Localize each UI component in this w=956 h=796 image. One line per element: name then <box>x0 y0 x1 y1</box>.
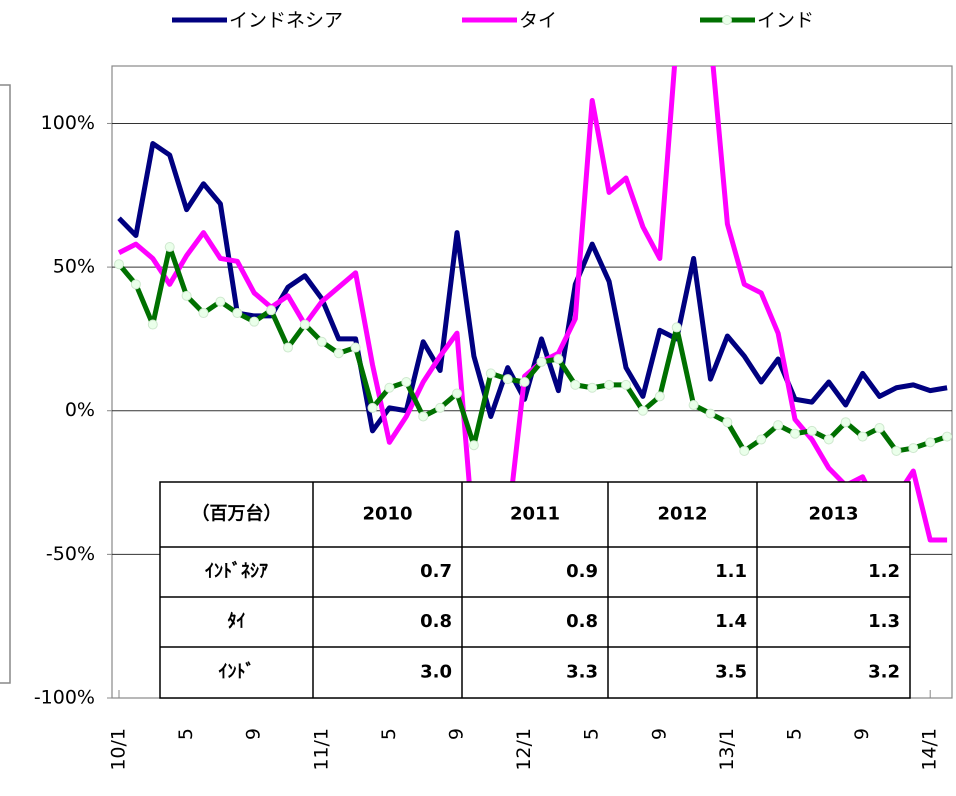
table-cell: 0.8 <box>420 611 452 632</box>
x-tick-label: 5 <box>784 728 806 740</box>
point <box>418 411 429 422</box>
table-cell: 0.9 <box>566 561 598 582</box>
point <box>806 425 817 436</box>
table-cell: 3.2 <box>868 662 900 683</box>
x-tick-label: 5 <box>378 728 400 740</box>
legend-label: インドネシア <box>229 10 343 32</box>
point <box>147 319 158 330</box>
y-tick-label: -100% <box>34 687 95 709</box>
point <box>502 374 513 385</box>
point <box>773 420 784 431</box>
table-cell: 0.8 <box>566 611 598 632</box>
x-tick-label: 9 <box>851 728 873 740</box>
point <box>637 405 648 416</box>
table-cell: 3.3 <box>566 662 598 683</box>
x-tick-label: 12/1 <box>513 728 535 771</box>
point <box>452 388 462 399</box>
table-header: （百万台） <box>192 503 282 525</box>
point <box>790 428 800 439</box>
table-cell: 0.7 <box>420 561 452 582</box>
point <box>384 382 395 393</box>
point <box>570 379 581 390</box>
table-row-label: ｲﾝﾄﾞﾈｼｱ <box>205 560 268 582</box>
point <box>485 368 496 379</box>
point <box>435 402 446 413</box>
point <box>857 431 868 442</box>
point <box>823 434 834 445</box>
point <box>468 440 479 451</box>
point <box>249 316 260 327</box>
point <box>705 408 716 419</box>
point <box>164 241 175 252</box>
point <box>232 308 243 319</box>
point <box>654 391 665 402</box>
point <box>198 308 209 319</box>
point <box>401 377 412 387</box>
legend-label: インド <box>757 10 814 32</box>
point <box>299 319 310 330</box>
point <box>215 296 226 307</box>
point <box>756 434 767 445</box>
table-row-label: ﾀｲ <box>228 611 246 632</box>
point <box>874 422 885 433</box>
x-tick-label: 9 <box>243 728 265 740</box>
table-cell: 3.5 <box>715 662 747 683</box>
point <box>367 402 378 413</box>
point <box>536 356 547 367</box>
y-tick-label: 50% <box>53 256 95 278</box>
point <box>350 342 361 353</box>
table-row-label: ｲﾝﾄﾞ <box>219 661 255 683</box>
table-cell: 1.4 <box>715 611 747 632</box>
point <box>130 279 141 290</box>
point <box>621 379 631 390</box>
point <box>114 259 124 270</box>
table-header: 2013 <box>808 504 858 525</box>
point <box>908 443 919 454</box>
x-tick-label: 9 <box>648 728 670 740</box>
point <box>671 322 682 333</box>
point <box>891 445 902 456</box>
point <box>519 377 530 387</box>
table-header: 2010 <box>362 504 412 525</box>
point <box>688 399 699 410</box>
point <box>181 290 192 301</box>
point <box>553 354 564 365</box>
table-header: 2011 <box>510 504 560 525</box>
x-tick-label: 11/1 <box>310 728 332 771</box>
plot-lines <box>114 66 952 586</box>
x-tick-label: 14/1 <box>919 728 941 771</box>
y-tick-label: 100% <box>41 112 95 134</box>
point <box>333 348 344 359</box>
x-tick-label: 10/1 <box>108 728 130 771</box>
y-tick-label: -50% <box>46 543 95 565</box>
legend-label: タイ <box>519 10 557 32</box>
point <box>722 417 733 428</box>
point <box>587 382 598 393</box>
x-tick-label: 13/1 <box>716 728 738 771</box>
legend-marker <box>722 15 732 25</box>
table-header: 2012 <box>657 504 707 525</box>
y-tick-label: 0% <box>65 399 95 421</box>
point <box>266 305 277 316</box>
table-cell: 3.0 <box>420 662 452 683</box>
side-panel-edge <box>0 84 11 684</box>
point <box>942 431 952 442</box>
point <box>739 445 750 456</box>
table-cell: 1.1 <box>715 561 747 582</box>
point <box>316 336 327 347</box>
x-tick-label: 9 <box>446 728 468 740</box>
x-tick-label: 5 <box>581 728 603 740</box>
table-cell: 1.3 <box>868 611 900 632</box>
point <box>840 417 851 428</box>
point <box>604 379 615 390</box>
point <box>283 342 293 353</box>
table-bg <box>159 481 911 699</box>
point <box>925 437 936 448</box>
table-cell: 1.2 <box>868 561 900 582</box>
x-tick-label: 5 <box>175 728 197 740</box>
series-line <box>117 141 948 434</box>
